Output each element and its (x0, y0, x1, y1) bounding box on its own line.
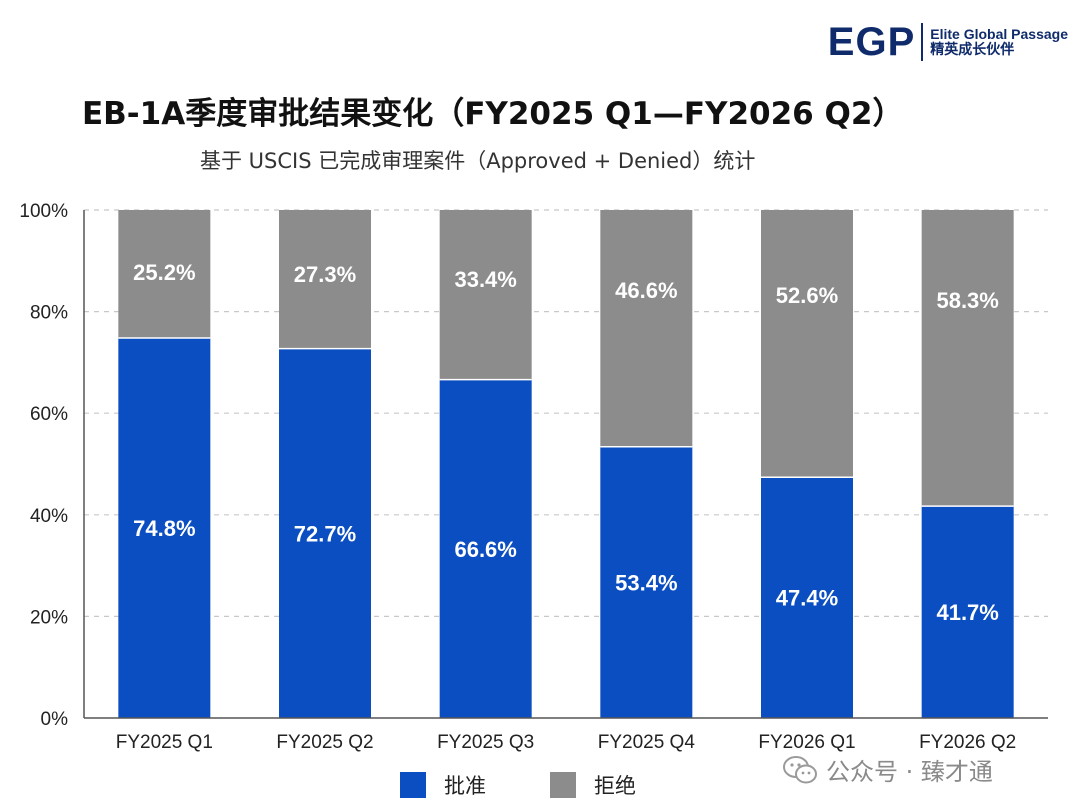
data-label-approved: 72.7% (294, 521, 356, 546)
bar-denied (600, 210, 693, 447)
chart-subtitle: 基于 USCIS 已完成审理案件（Approved + Denied）统计 (200, 149, 756, 173)
data-label-denied: 52.6% (776, 283, 838, 308)
logo-mark: EGP (827, 20, 916, 64)
y-tick-label: 100% (19, 201, 68, 222)
y-tick-label: 0% (41, 709, 69, 730)
data-label-denied: 27.3% (294, 262, 356, 287)
bars (118, 210, 1014, 718)
bar-approved (118, 338, 211, 718)
legend-item-approved: 批准 (400, 770, 486, 800)
bar-denied (439, 210, 532, 380)
y-tick-label: 20% (30, 607, 68, 628)
bar-denied (279, 210, 371, 349)
y-tick-label: 60% (30, 404, 68, 425)
bar-approved (600, 446, 693, 718)
x-tick-label: FY2026 Q2 (919, 732, 1016, 753)
legend-item-denied: 拒绝 (550, 770, 636, 800)
bar-denied (761, 210, 853, 478)
data-label-approved: 41.7% (936, 600, 998, 625)
bar-approved (279, 348, 371, 718)
chart-title: EB-1A季度审批结果变化（FY2025 Q1—FY2026 Q2） (82, 96, 904, 132)
y-tick-label: 40% (30, 506, 68, 527)
x-tick-label: FY2025 Q4 (598, 732, 696, 753)
bar-denied (118, 210, 211, 339)
axes: 0% 20% 40% 60% 80% 100% FY2025 Q1 FY2025 Q2 FY20… (19, 201, 1048, 753)
legend-swatch-denied (550, 772, 576, 798)
legend-swatch-approved (400, 772, 426, 798)
x-tick-label: FY2025 Q1 (116, 732, 213, 753)
y-tick-label: 80% (30, 303, 68, 324)
x-tick-label: FY2025 Q3 (437, 732, 534, 753)
gridlines (84, 209, 1048, 618)
chart-legend: 批准 拒绝 (400, 770, 700, 800)
x-tick-label: FY2025 Q2 (276, 732, 373, 753)
data-label-approved: 74.8% (133, 516, 195, 541)
legend-label-denied: 拒绝 (594, 774, 636, 798)
logo-divider (921, 23, 924, 61)
data-label-approved: 66.6% (454, 537, 516, 562)
brand-logo: EGP Elite Global Passage 精英成长伙伴 (828, 22, 1068, 62)
wechat-icon (783, 755, 817, 783)
data-labels: 74.8% 25.2% 72.7% 27.3% 66.6% 33.4% 53.4% 46.6%… (133, 260, 999, 625)
data-label-denied: 46.6% (615, 278, 677, 303)
stacked-bar-chart: 74.8% 25.2% 72.7% 27.3% 66.6% 33.4% 53.4% 46.6%… (19, 201, 1048, 753)
bar-denied (921, 210, 1014, 507)
data-label-denied: 58.3% (936, 288, 998, 313)
logo-text: Elite Global Passage 精英成长伙伴 (930, 26, 1068, 58)
logo-name-cn: 精英成长伙伴 (930, 42, 1015, 58)
legend-label-approved: 批准 (444, 774, 486, 798)
watermark-text: 公众号 · 臻才通 (826, 758, 993, 786)
bar-approved (921, 506, 1014, 718)
data-label-approved: 47.4% (776, 586, 838, 611)
x-tick-label: FY2026 Q1 (758, 732, 855, 753)
watermark: 公众号 · 臻才通 (782, 752, 993, 787)
data-label-approved: 53.4% (615, 570, 677, 595)
data-label-denied: 25.2% (133, 260, 195, 285)
bar-approved (439, 379, 532, 718)
bar-approved (761, 477, 853, 718)
data-label-denied: 33.4% (454, 267, 516, 292)
logo-name-en: Elite Global Passage (930, 25, 1068, 42)
